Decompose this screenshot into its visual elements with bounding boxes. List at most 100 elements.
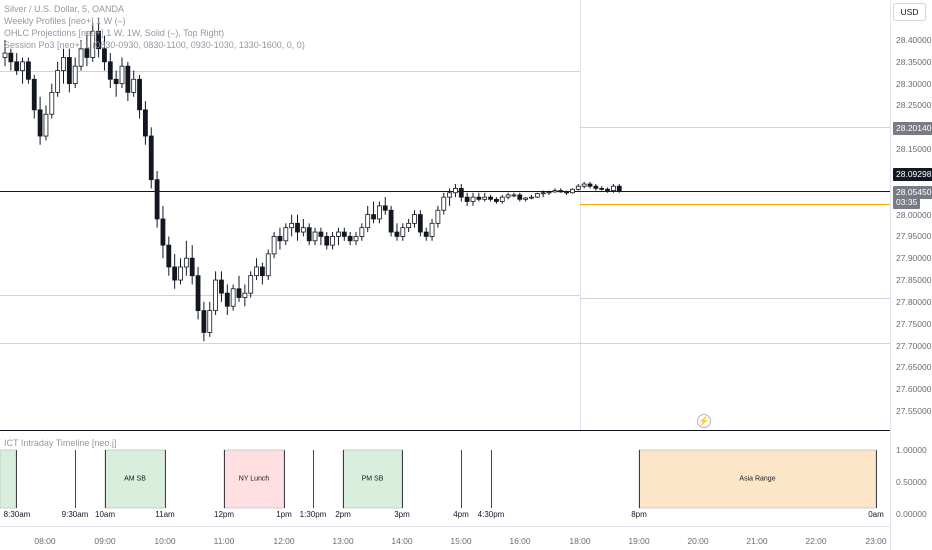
candle [581, 181, 587, 189]
price-tick: 27.85000 [896, 275, 932, 286]
timeline-box-label: AM SB [124, 475, 146, 483]
candle [254, 258, 259, 281]
horizontal-levels [0, 71, 890, 344]
candle [394, 223, 400, 241]
timeline-box [342, 449, 403, 509]
timeline-marker-label: 9:30am [61, 510, 89, 519]
candle [593, 184, 599, 191]
price-tick: 28.00000 [896, 209, 932, 220]
candle [271, 232, 277, 259]
indicator-weekly-profiles[interactable]: Weekly Profiles [neo+] 1 W (–) [4, 16, 126, 26]
candle [488, 194, 493, 202]
timeline-box [104, 449, 166, 509]
time-tick: 15:00 [450, 536, 472, 546]
candle [195, 266, 201, 320]
time-tick: 13:00 [332, 536, 354, 546]
candle [388, 205, 394, 237]
candle [248, 271, 254, 298]
price-tick: 28.35000 [896, 56, 932, 67]
candle [43, 105, 49, 141]
candle [8, 48, 14, 71]
candle [131, 70, 137, 97]
candle [371, 201, 376, 224]
price-label-level-2: 28.09298 [893, 168, 932, 181]
price-tick: 28.40000 [896, 35, 932, 45]
candle [25, 57, 31, 84]
price-tick: 27.95000 [896, 231, 932, 242]
timeline-indicator-title[interactable]: ICT Intraday Timeline [neo.j] [4, 438, 117, 448]
candle [447, 188, 453, 206]
candle [353, 232, 359, 246]
candle [400, 223, 406, 241]
candle [482, 192, 488, 202]
timeline-box [638, 449, 877, 509]
candle [207, 301, 213, 337]
candle [213, 271, 219, 315]
candle [84, 31, 90, 67]
candle [376, 201, 382, 224]
candle [476, 192, 482, 202]
currency-button[interactable]: USD [893, 3, 926, 21]
timeline-y-tick: 1.00000 [896, 445, 927, 455]
candle [148, 127, 154, 189]
timeline-marker-label: 2pm [335, 510, 351, 519]
price-tick: 27.60000 [896, 384, 932, 395]
indicator-session-po3[interactable]: Session Po3 [neo+] 1 (0830-0930, 0830-11… [4, 40, 305, 50]
candle [137, 74, 142, 119]
time-tick: 12:00 [273, 536, 295, 546]
time-tick: 22:00 [805, 536, 827, 546]
candle [265, 249, 271, 281]
time-tick: 20:00 [687, 536, 709, 546]
candle [435, 205, 441, 228]
price-tick: 28.15000 [896, 144, 932, 155]
candle [523, 197, 529, 202]
lightning-icon[interactable]: ⚡ [697, 414, 711, 428]
candle [172, 253, 178, 289]
candle [96, 18, 101, 58]
candle [14, 53, 20, 75]
candle [37, 96, 43, 145]
candle [125, 61, 131, 102]
timeline-marker-label: 8pm [631, 510, 647, 519]
time-tick: 18:00 [569, 536, 591, 546]
price-label-level-1: 28.20140 [893, 122, 932, 135]
candle [417, 210, 423, 237]
candle [324, 232, 330, 250]
candle [511, 192, 517, 198]
candle [382, 197, 388, 215]
candle [412, 210, 417, 228]
candle [458, 184, 464, 202]
time-tick: 21:00 [746, 536, 768, 546]
timeline-y-tick: 0.00000 [896, 509, 927, 519]
timeline-marker-label: 1:30pm [299, 510, 327, 519]
candle [558, 188, 564, 193]
candle [359, 223, 365, 241]
time-tick: 14:00 [391, 536, 413, 546]
symbol-title[interactable]: Silver / U.S. Dollar, 5, OANDA [4, 4, 125, 14]
candle [142, 101, 148, 145]
indicator-ohlc-projections[interactable]: OHLC Projections [neo+] 1 W, 1W, Solid (… [4, 28, 225, 38]
candle [429, 218, 435, 241]
candle [224, 284, 230, 315]
candle [499, 194, 505, 204]
candle [277, 227, 283, 250]
candle [517, 192, 523, 202]
time-tick: 10:00 [154, 536, 176, 546]
time-tick: 23:00 [865, 536, 887, 546]
candle [587, 181, 593, 189]
price-tick: 27.75000 [896, 318, 932, 329]
candle [183, 240, 189, 276]
price-tick: 28.25000 [896, 100, 932, 111]
time-tick: 16:00 [509, 536, 531, 546]
timeline-marker-label: 0am [868, 510, 884, 519]
timeline-box-label: PM SB [361, 475, 384, 483]
timeline-marker-label: 4:30pm [477, 510, 505, 519]
candle [72, 57, 78, 89]
timeline-box [223, 449, 285, 509]
candle [61, 48, 66, 84]
timeline-marker-label: 8:30am [3, 510, 31, 519]
candle [534, 192, 540, 199]
candlestick-series [2, 18, 622, 342]
timeline-y-tick: 0.50000 [896, 477, 927, 487]
